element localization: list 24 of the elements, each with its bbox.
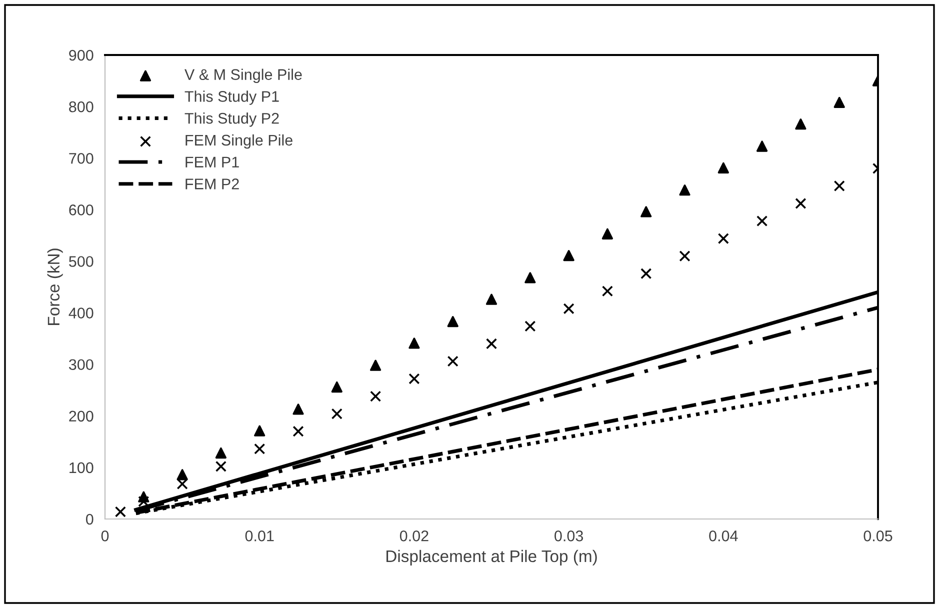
x-tick-label: 0.02	[400, 530, 428, 542]
x-tick-label: 0.04	[709, 530, 738, 542]
y-tick-label: 400	[68, 308, 94, 318]
legend-label: This Study P2	[184, 112, 279, 127]
x-tick-label: 0.03	[554, 530, 583, 542]
y-tick-label: 100	[70, 462, 94, 474]
legend-label: This Study P1	[184, 90, 279, 105]
y-tick-label: 0	[86, 514, 94, 525]
x-axis-title: Displacement at Pile Top (m)	[386, 550, 597, 566]
y-tick-label: 500	[69, 256, 94, 267]
y-tick-label: 900	[69, 50, 94, 61]
legend-label: FEM Single Pile	[186, 134, 292, 149]
y-tick-label: 800	[69, 101, 94, 112]
legend-label: FEM P2	[186, 178, 239, 190]
x-tick-label: 0	[101, 530, 109, 542]
y-tick-label: 600	[69, 204, 94, 216]
y-tick-label: 200	[69, 410, 94, 422]
x-tick-label: 0.01	[245, 530, 274, 542]
legend-label: V & M Single Pile	[184, 68, 302, 83]
legend-label: FEM P1	[186, 156, 239, 168]
x-tick-label: 0.05	[864, 530, 892, 542]
y-tick-label: 300	[68, 359, 94, 370]
y-tick-label: 700	[69, 152, 94, 164]
y-axis-title: Force (kN)	[47, 248, 63, 325]
